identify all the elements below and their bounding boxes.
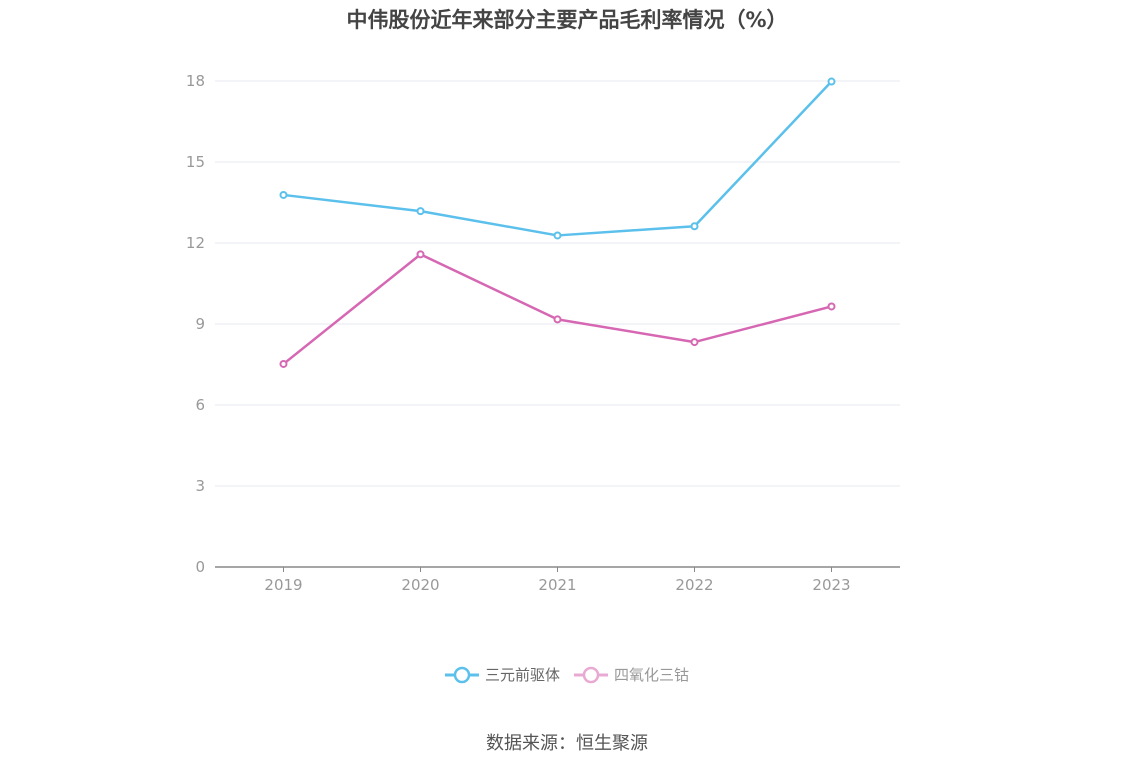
x-tick-label: 2019 (264, 576, 302, 594)
x-tick-label: 2022 (675, 576, 713, 594)
data-point (553, 231, 562, 240)
legend-item-series-2[interactable]: 四氧化三钴 (574, 664, 689, 685)
grid-lines (215, 80, 900, 487)
source-note: 数据来源：恒生聚源 (486, 733, 648, 754)
data-point (827, 77, 836, 86)
y-tick-label: 15 (186, 153, 205, 171)
series-line-2 (282, 253, 832, 365)
data-point (827, 302, 836, 311)
legend-label-series-2: 四氧化三钴 (614, 666, 690, 684)
y-tick-label: 12 (186, 234, 205, 252)
data-point (416, 250, 425, 259)
y-tick-label: 18 (186, 72, 205, 90)
legend-label-series-1: 三元前驱体 (484, 666, 560, 684)
y-tick-label: 3 (195, 477, 205, 495)
data-point (279, 190, 288, 199)
legend: 三元前驱体 四氧化三钴 (0, 664, 1134, 685)
data-point (690, 222, 699, 231)
y-tick-label: 0 (195, 558, 205, 576)
data-point (690, 338, 699, 347)
data-point (553, 315, 562, 324)
x-tick-label: 2020 (401, 576, 439, 594)
data-point (279, 359, 288, 368)
legend-marker-series-2 (574, 666, 608, 683)
y-tick-label: 6 (195, 396, 205, 414)
series-line-1 (283, 80, 833, 237)
series-layer (279, 77, 836, 368)
line-chart: 0 3 6 9 12 15 18 2019 2020 2021 2022 2023 (186, 72, 900, 594)
x-tick-label: 2023 (812, 576, 850, 594)
y-tick-label: 9 (195, 315, 205, 333)
chart-title: 中伟股份近年来部分主要产品毛利率情况（%） (346, 8, 788, 32)
axes: 0 3 6 9 12 15 18 2019 2020 2021 2022 2023 (186, 72, 900, 594)
x-tick-label: 2021 (538, 576, 576, 594)
legend-item-series-1[interactable]: 三元前驱体 (444, 664, 560, 685)
data-point (416, 207, 425, 216)
legend-marker-series-1 (444, 666, 479, 683)
